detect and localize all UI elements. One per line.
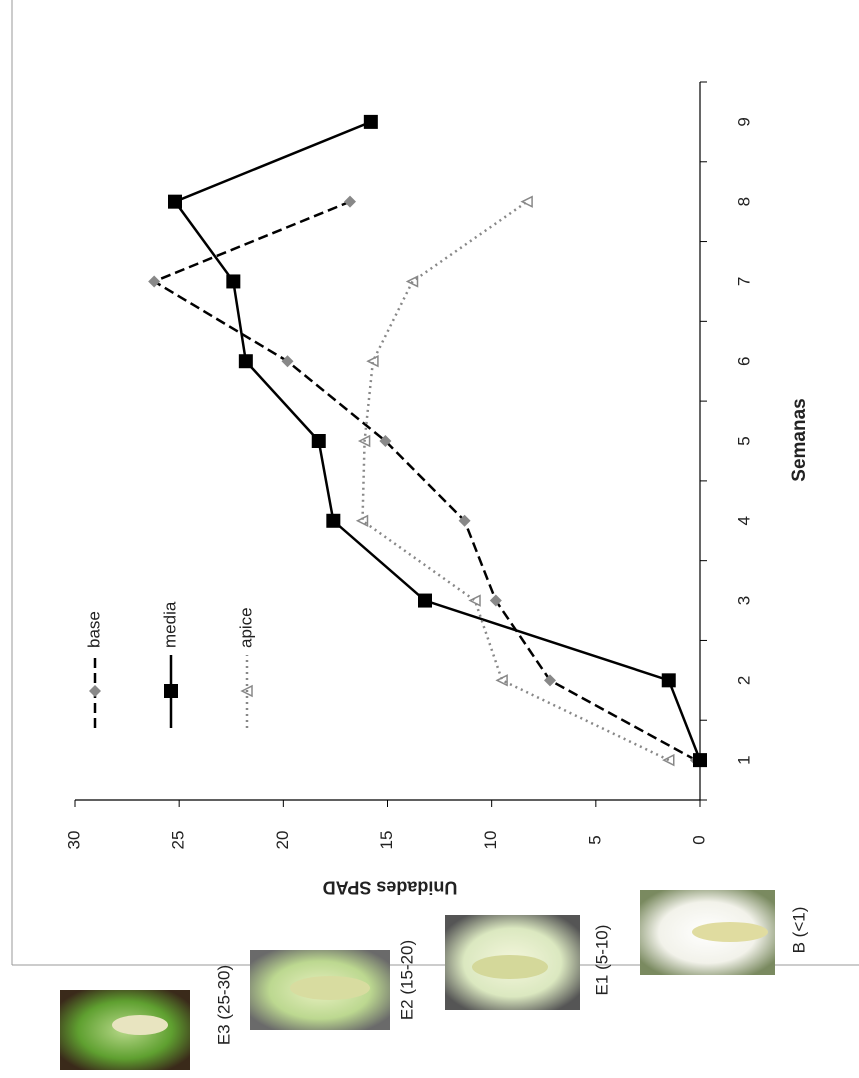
x-tick-label: 3 (734, 596, 753, 605)
marker (364, 115, 378, 129)
photo-label: E3 (25-30) (214, 965, 233, 1045)
marker (418, 594, 432, 608)
marker (408, 276, 418, 286)
x-tick-label: 5 (734, 436, 753, 445)
y-tick-label: 25 (169, 831, 188, 850)
marker (522, 197, 532, 207)
x-tick-label: 4 (734, 516, 753, 525)
y-tick-label: 30 (64, 831, 83, 850)
series-line (175, 122, 700, 760)
photo (60, 990, 190, 1070)
x-tick-label: 6 (734, 356, 753, 365)
legend-marker (89, 685, 101, 697)
marker (168, 195, 182, 209)
marker (368, 356, 378, 366)
x-tick-label: 7 (734, 277, 753, 286)
photo (640, 890, 775, 975)
photo-label: E2 (15-20) (397, 940, 416, 1020)
chart: E3 (25-30) E2 (15-20) E1 (5-10) B (<1) U… (0, 0, 859, 1078)
marker (497, 675, 507, 685)
y-tick-label: 0 (689, 835, 708, 844)
legend-label: media (160, 601, 179, 648)
marker (344, 196, 356, 208)
photo-label: B (<1) (789, 907, 808, 954)
marker (693, 753, 707, 767)
marker (662, 673, 676, 687)
series-line (363, 202, 669, 760)
y-tick-label: 20 (273, 831, 292, 850)
y-tick-label: 15 (377, 831, 396, 850)
y-tick-label: 5 (585, 835, 604, 844)
y-axis-title: Unidades SPAD (323, 877, 458, 897)
legend-label: base (84, 611, 103, 648)
marker (358, 516, 368, 526)
marker (282, 355, 294, 367)
legend-label: apice (236, 607, 255, 648)
photo (445, 915, 580, 1010)
y-tick-label: 10 (481, 831, 500, 850)
x-tick-label: 1 (734, 755, 753, 764)
marker (326, 514, 340, 528)
photo (250, 950, 390, 1030)
marker (226, 274, 240, 288)
photo-label: E1 (5-10) (592, 925, 611, 996)
x-tick-label: 2 (734, 676, 753, 685)
x-axis-title: Semanas (789, 398, 810, 481)
marker (312, 434, 326, 448)
marker (239, 354, 253, 368)
marker (148, 275, 160, 287)
legend-marker (164, 684, 178, 698)
x-tick-label: 9 (734, 117, 753, 126)
x-tick-label: 8 (734, 197, 753, 206)
